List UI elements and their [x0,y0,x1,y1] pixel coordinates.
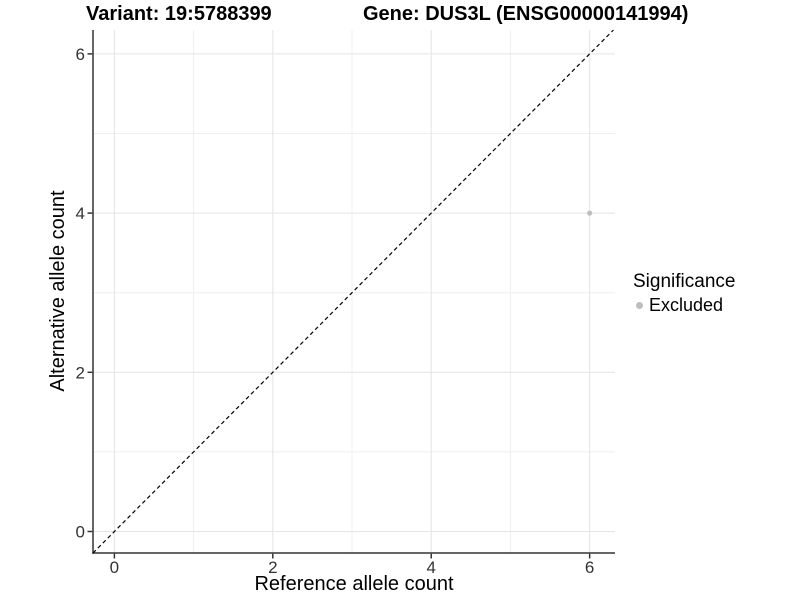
data-point [587,210,593,216]
legend-entry-excluded: Excluded [633,294,735,316]
legend-title: Significance [633,271,736,292]
plot-title-gene: Gene: DUS3L (ENSG00000141994) [363,3,689,25]
y-tick-label: 4 [76,204,85,223]
plot-title-variant: Variant: 19:5788399 [86,3,272,25]
y-tick-label: 2 [76,363,85,382]
y-tick-label: 0 [76,523,85,542]
x-tick-label: 0 [110,558,119,577]
legend: Significance Excluded [633,271,735,316]
x-tick-label: 2 [268,558,277,577]
identity-line [92,29,614,554]
legend-key-dot-icon [636,301,643,309]
y-tick-label: 6 [76,45,85,64]
x-axis-title: Reference allele count [254,573,454,595]
x-tick-label: 4 [426,558,435,577]
x-tick-label: 6 [585,558,594,577]
legend-entry-label: Excluded [649,295,724,315]
y-axis-title: Alternative allele count [47,190,69,392]
